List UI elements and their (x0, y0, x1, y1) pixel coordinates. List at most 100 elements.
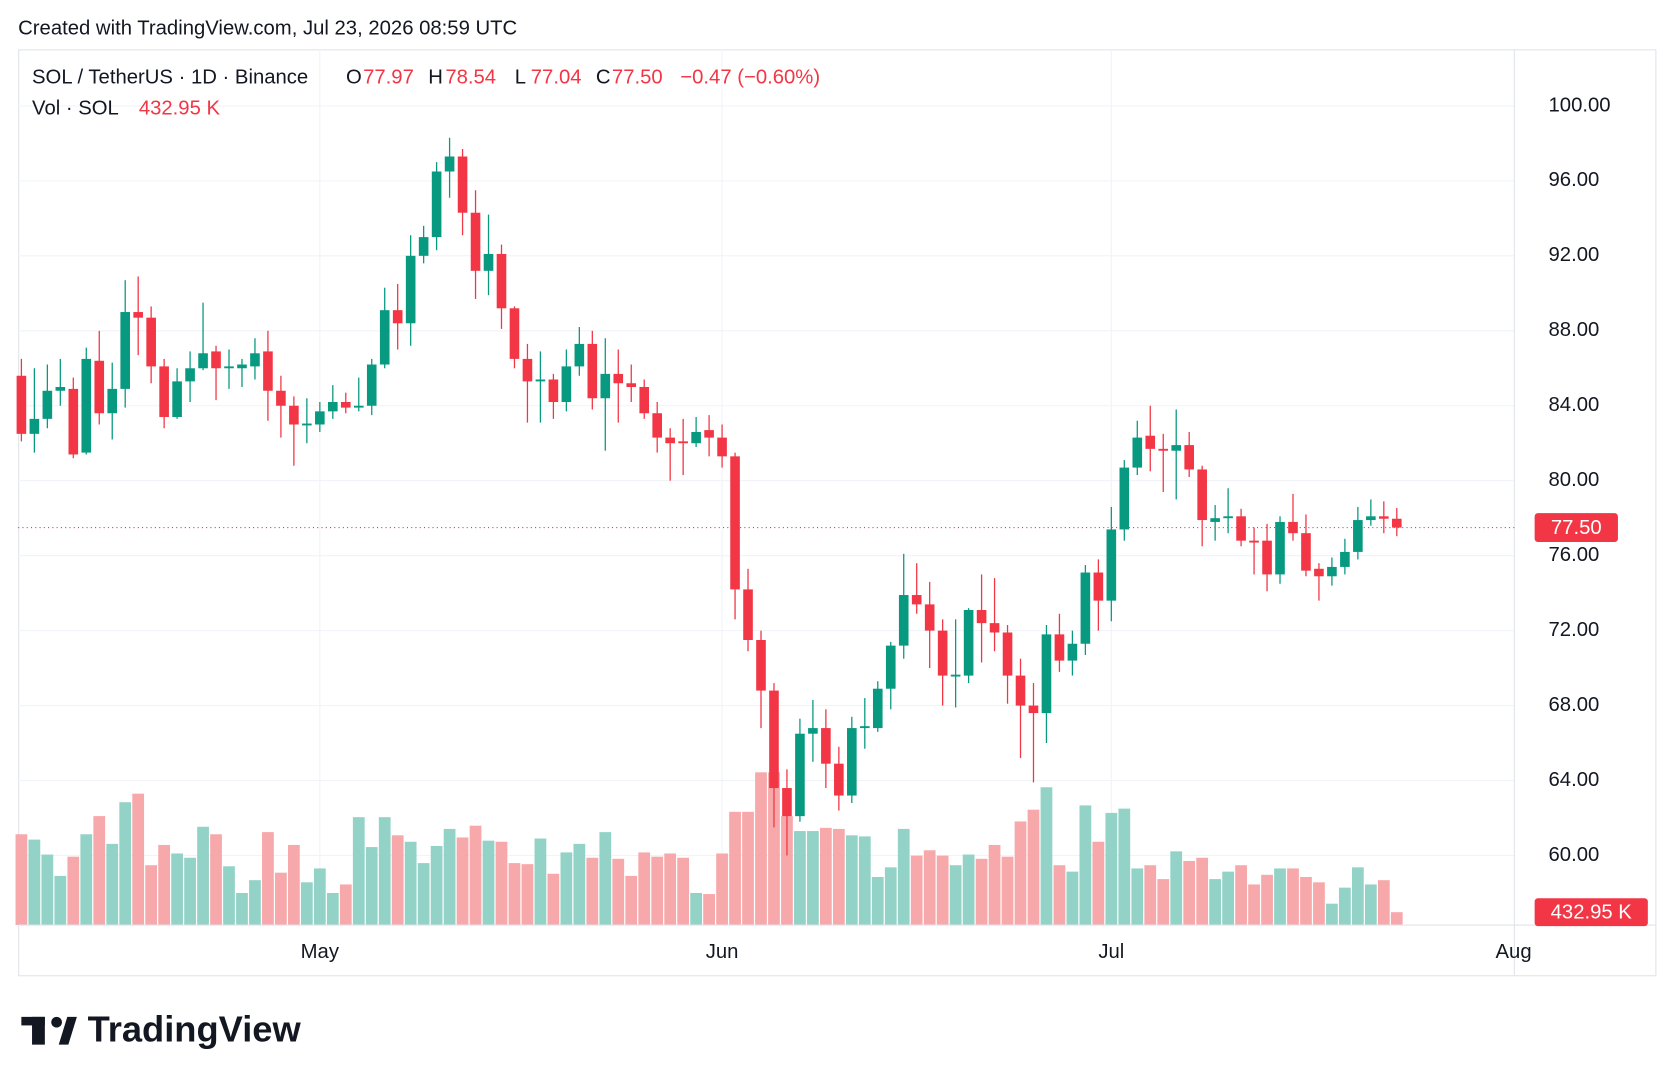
candle-body (1262, 540, 1272, 575)
volume-bar (378, 817, 391, 926)
volume-bar (599, 832, 612, 926)
volume-bar (573, 843, 586, 926)
volume-bar (794, 831, 806, 926)
volume-bar (1079, 805, 1092, 926)
candle-body (418, 237, 429, 256)
logo-icon (51, 1016, 62, 1028)
y-tick-label: 64.00 (1549, 769, 1600, 791)
volume-bar (638, 852, 651, 926)
candle-body (366, 364, 377, 406)
candle-body (444, 156, 455, 172)
candle-body (1106, 529, 1117, 601)
candle-body (509, 308, 520, 359)
candle-body (834, 763, 844, 796)
volume-bar (54, 875, 67, 926)
candle-body (1145, 435, 1156, 449)
legend-close: 77.50 (612, 67, 663, 89)
candle-body (600, 373, 611, 399)
candle-body (340, 401, 351, 408)
volume-bar (897, 828, 910, 926)
volume-bar (236, 892, 248, 926)
volume-bar (1261, 874, 1273, 926)
volume-bar (690, 892, 702, 926)
y-tick-label: 60.00 (1549, 844, 1600, 866)
y-tick-label: 80.00 (1549, 469, 1600, 491)
volume-bar (1222, 871, 1234, 926)
candle-body (1379, 516, 1389, 519)
candle-body (1301, 533, 1311, 571)
candle-body (769, 690, 779, 789)
axes: 60.00 64.00 68.00 72.00 76.00 80.00 84.00 88.00… (18, 94, 1648, 963)
volume-bar (1027, 809, 1040, 926)
legend-low-label: L (515, 67, 526, 89)
legend-volume-title: Vol · SOL (32, 97, 119, 119)
legend-change: −0.47 (−0.60%) (680, 67, 820, 89)
candle-body (885, 645, 896, 689)
candle-layer (16, 137, 1402, 856)
candle-body (94, 360, 105, 414)
volume-bar (145, 865, 158, 926)
logo-text: TradingView (88, 1008, 302, 1049)
candle-body (263, 351, 273, 391)
candle-body (1171, 445, 1182, 451)
candle-body (847, 728, 857, 796)
volume-bar (1157, 879, 1170, 926)
candle-body (211, 351, 221, 369)
volume-bar (67, 856, 80, 926)
candle-body (1249, 540, 1259, 543)
volume-bar (742, 811, 754, 926)
volume-bar (547, 873, 560, 926)
volume-bar (171, 853, 183, 926)
candle-body (911, 595, 922, 605)
volume-bar (1131, 868, 1144, 926)
candle-body (898, 595, 909, 646)
volume-bar (832, 828, 845, 926)
candle-body (963, 610, 974, 676)
y-tick-label: 68.00 (1549, 694, 1600, 716)
candle-body (1288, 521, 1298, 534)
volume-bar (41, 854, 54, 926)
last-price-box (1534, 513, 1618, 542)
candle-body (1236, 516, 1246, 541)
candle-body (1093, 572, 1104, 601)
volume-bar (1235, 865, 1247, 926)
legend-open-label: O (346, 67, 362, 89)
candle-body (431, 171, 442, 238)
volume-bar (820, 827, 832, 926)
volume-bar (469, 825, 482, 926)
volume-bar (768, 772, 780, 926)
candle-body (457, 156, 468, 213)
candle-body (1028, 705, 1039, 714)
legend-low: 77.04 (531, 67, 582, 89)
volume-bar (1001, 856, 1014, 926)
volume-bar (262, 832, 274, 926)
volume-bar (404, 841, 417, 926)
y-tick-label: 84.00 (1549, 394, 1600, 416)
volume-bar (612, 858, 625, 926)
candle-body (68, 388, 79, 455)
chart-frame (18, 49, 1657, 977)
volume-bar (910, 855, 923, 926)
logo-icon (32, 1016, 45, 1045)
candle-body (185, 368, 195, 382)
volume-bar (781, 816, 793, 926)
volume-bar (1390, 912, 1403, 926)
volume-bar (275, 872, 287, 926)
volume-bar (313, 868, 326, 926)
candle-body (1275, 521, 1285, 575)
candle-body (146, 317, 156, 367)
candle-body (289, 405, 299, 425)
volume-bar (1040, 787, 1053, 926)
volume-bar (586, 857, 599, 926)
candle-body (1158, 448, 1169, 451)
volume-bar (443, 828, 456, 926)
candle-body (1340, 551, 1350, 567)
volume-bar (197, 826, 209, 926)
last-volume-label: 432.95 K (1551, 902, 1633, 924)
legend-open: 77.97 (363, 67, 414, 89)
candle-body (1041, 634, 1052, 714)
volume-bar (300, 882, 313, 926)
candle-body (678, 441, 688, 444)
candle-body (743, 589, 753, 640)
